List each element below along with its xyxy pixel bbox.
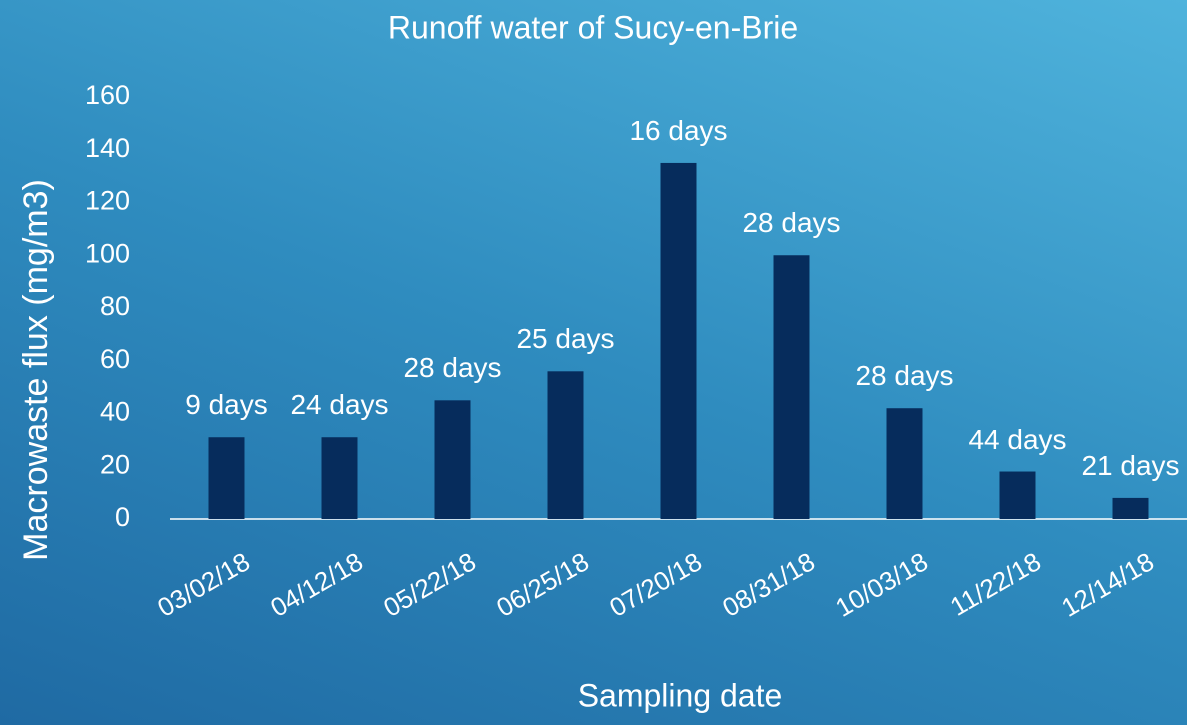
bar [773,255,810,519]
y-tick-label: 120 [85,186,130,216]
y-tick-label: 0 [115,502,130,532]
x-tick-label: 04/12/18 [265,546,368,623]
y-tick-label: 60 [100,344,130,374]
y-tick-label: 160 [85,80,130,110]
x-tick-label: 08/31/18 [717,546,820,623]
bar [321,437,358,519]
x-axis-label: Sampling date [578,677,783,713]
bar-annotation: 44 days [968,423,1067,455]
y-tick-label: 140 [85,133,130,163]
bar [1112,497,1149,519]
bar-annotation: 9 days [185,389,268,421]
bar-annotation: 25 days [516,323,615,355]
bar-annotation: 16 days [629,114,728,146]
bar-annotation: 24 days [290,389,389,421]
bar [434,400,471,519]
y-tick-label: 80 [100,291,130,321]
x-tick-label: 06/25/18 [491,546,594,623]
bar-annotation: 21 days [1081,449,1180,481]
x-tick-label: 05/22/18 [378,546,481,623]
bar-annotation: 28 days [855,360,954,392]
y-tick-label: 20 [100,449,130,479]
bar [660,162,697,519]
bar [547,371,584,519]
x-tick-label: 10/03/18 [830,546,933,623]
bar [886,408,923,519]
x-tick-label: 07/20/18 [604,546,707,623]
bar-annotation: 28 days [742,207,841,239]
x-tick-label: 11/22/18 [945,546,1046,622]
y-tick-label: 100 [85,238,130,268]
chart-title: Runoff water of Sucy-en-Brie [388,9,798,45]
y-axis-label: Macrowaste flux (mg/m3) [17,179,55,561]
bar-annotation: 28 days [403,352,502,384]
x-tick-label: 03/02/18 [152,546,255,623]
x-tick-label: 12/14/18 [1056,546,1159,623]
bar [208,437,245,519]
bar [999,471,1036,519]
y-tick-label: 40 [100,397,130,427]
